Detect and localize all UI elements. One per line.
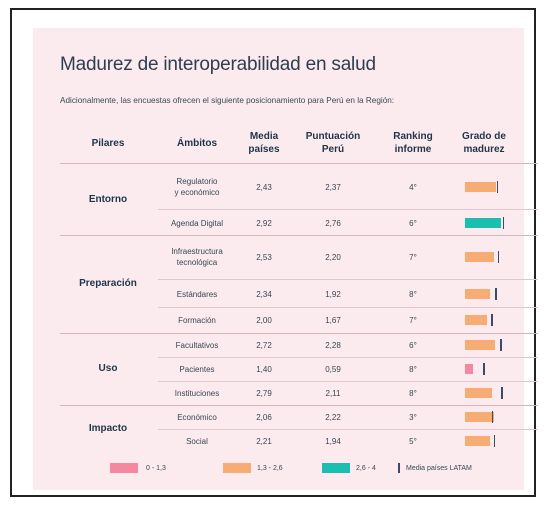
maturity-bar	[465, 252, 494, 262]
maturity-bar	[465, 315, 487, 325]
row-divider	[158, 307, 538, 308]
cell-ranking: 8°	[409, 388, 417, 398]
cell-puntuacion: 1,94	[325, 436, 341, 446]
header-ambitos: Ámbitos	[177, 138, 217, 149]
legend-label-high: 2,6 - 4	[356, 465, 376, 472]
cell-ranking: 8°	[409, 364, 417, 374]
cell-media: 2,79	[256, 388, 272, 398]
latam-average-marker	[491, 314, 493, 326]
cell-media: 2,72	[256, 340, 272, 350]
cell-puntuacion: 1,67	[325, 315, 341, 325]
maturity-bar	[465, 289, 490, 299]
header-divider	[60, 163, 538, 164]
row-divider	[158, 429, 538, 430]
latam-average-marker	[483, 363, 485, 375]
cell-puntuacion: 2,22	[325, 412, 341, 422]
page-subtitle: Adicionalmente, las encuestas ofrecen el…	[60, 96, 395, 105]
legend-swatch-high	[322, 463, 350, 473]
cell-media: 1,40	[256, 364, 272, 374]
header-pilares: Pilares	[91, 138, 125, 149]
maturity-bar	[465, 412, 494, 422]
cell-ranking: 7°	[409, 252, 417, 262]
row-divider	[158, 279, 538, 280]
latam-average-marker	[502, 217, 505, 229]
row-divider	[158, 381, 538, 382]
row-divider	[158, 357, 538, 358]
maturity-bar	[465, 340, 495, 350]
cell-media: 2,21	[256, 436, 272, 446]
legend-label-mid: 1,3 - 2,6	[257, 465, 283, 472]
cell-puntuacion: 2,20	[325, 252, 341, 262]
cell-ranking: 4°	[409, 182, 417, 192]
header-media: Media países	[248, 131, 280, 155]
cell-ambito: Agenda Digital	[170, 218, 224, 228]
pilar-label: Impacto	[88, 423, 128, 434]
legend-latam-marker	[398, 463, 400, 473]
pilar-label: Uso	[98, 363, 118, 374]
cell-ambito: Infraestructura tecnológica	[171, 247, 223, 267]
pilar-label: Preparación	[79, 278, 137, 289]
cell-ambito: Económico	[177, 412, 217, 422]
legend-swatch-low	[110, 463, 138, 473]
cell-ambito: Regulatorio y económico	[174, 177, 220, 197]
latam-average-marker	[493, 435, 496, 447]
cell-media: 2,53	[256, 252, 272, 262]
header-puntuacion: Puntuación Perú	[305, 131, 361, 155]
maturity-bar	[465, 388, 493, 398]
header-ranking: Ranking informe	[393, 131, 433, 155]
header-grado: Grado de madurez	[462, 131, 506, 155]
latam-average-marker	[491, 411, 494, 423]
cell-ambito: Estándares	[176, 289, 218, 299]
latam-average-marker	[495, 288, 497, 300]
latam-average-marker	[501, 387, 503, 399]
section-divider	[60, 405, 538, 406]
cell-ranking: 7°	[409, 315, 417, 325]
cell-ambito: Formación	[178, 315, 216, 325]
maturity-bar	[465, 218, 501, 228]
cell-puntuacion: 0,59	[325, 364, 341, 374]
figure-frame: Madurez de interoperabilidad en salud Ad…	[10, 8, 538, 497]
maturity-bar	[465, 436, 491, 446]
section-divider	[60, 235, 538, 236]
legend-label-latam: Media países LATAM	[406, 465, 472, 472]
cell-puntuacion: 2,37	[325, 182, 341, 192]
latam-average-marker	[497, 251, 500, 263]
cell-ranking: 3°	[409, 412, 417, 422]
cell-ambito: Pacientes	[179, 364, 215, 374]
cell-media: 2,43	[256, 182, 272, 192]
cell-ambito: Facultativos	[175, 340, 219, 350]
cell-ranking: 6°	[409, 340, 417, 350]
cell-media: 2,06	[256, 412, 272, 422]
cell-ranking: 6°	[409, 218, 417, 228]
latam-average-marker	[496, 181, 499, 193]
cell-ambito: Social	[186, 436, 208, 446]
cell-ambito: Instituciones	[174, 388, 220, 398]
cell-puntuacion: 2,76	[325, 218, 341, 228]
page-title: Madurez de interoperabilidad en salud	[60, 54, 376, 75]
maturity-bar	[465, 182, 496, 192]
legend-label-low: 0 - 1,3	[146, 465, 166, 472]
legend-swatch-mid	[223, 463, 251, 473]
section-divider	[60, 333, 538, 334]
cell-puntuacion: 1,92	[325, 289, 341, 299]
maturity-bar	[465, 364, 473, 374]
cell-media: 2,92	[256, 218, 272, 228]
pilar-label: Entorno	[88, 194, 128, 205]
cell-media: 2,34	[256, 289, 272, 299]
row-divider	[158, 209, 538, 210]
maturity-card: Madurez de interoperabilidad en salud Ad…	[33, 28, 538, 490]
cell-puntuacion: 2,11	[325, 388, 341, 398]
cell-puntuacion: 2,28	[325, 340, 341, 350]
cell-ranking: 8°	[409, 289, 417, 299]
cell-media: 2,00	[256, 315, 272, 325]
cell-ranking: 5°	[409, 436, 417, 446]
latam-average-marker	[500, 339, 502, 351]
